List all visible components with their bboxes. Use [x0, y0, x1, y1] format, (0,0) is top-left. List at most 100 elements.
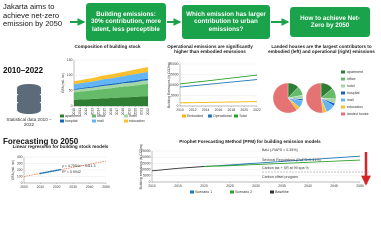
legend-label: education [347, 105, 363, 109]
legend-swatch [230, 190, 234, 194]
x-tick-label: 2035 [278, 184, 286, 188]
legend-swatch [341, 112, 345, 116]
legend-swatch [92, 114, 96, 118]
legend-label: hospital [65, 119, 78, 123]
line [179, 101, 258, 104]
line [151, 166, 205, 172]
data-point [59, 168, 61, 171]
x-tick-label: 2014 [202, 108, 210, 112]
r-squared: R² = 0.9942 [62, 170, 81, 174]
area [74, 78, 148, 90]
legend-label: hotel [347, 84, 355, 88]
step-box: How to achieve Net-Zero by 2050 [290, 7, 370, 37]
y-tick-label: 15000 [141, 161, 151, 165]
area [74, 83, 148, 100]
data-point [47, 170, 50, 173]
x-tick-label: 2013 [90, 108, 94, 115]
goal-text: Jakarta aims to achieve net-zero emissio… [3, 2, 63, 29]
legend-swatch [341, 77, 345, 81]
x-tick-label: 2015 [103, 108, 107, 115]
chart-title: Linear regression for building stock mod… [12, 144, 109, 149]
legend-label: office [97, 114, 106, 118]
chart-title: Landed houses are the largest contributo… [268, 44, 375, 55]
x-tick-label: 2010 [148, 184, 156, 188]
x-tick-label: 2040 [86, 185, 94, 189]
legend-swatch [270, 190, 274, 194]
x-tick-label: 2011 [78, 108, 82, 115]
x-tick-label: 2010 [176, 108, 184, 112]
data-point [52, 170, 55, 172]
x-tick-label: 2014 [97, 108, 101, 115]
legend-label: apartment [347, 70, 363, 74]
data-point [46, 171, 48, 174]
x-tick-label: 2022 [146, 108, 150, 115]
area [74, 71, 148, 89]
legend-swatch [341, 98, 345, 102]
y-tick-label: 400 [17, 155, 23, 159]
data-point [42, 171, 45, 174]
area [74, 67, 148, 85]
x-tick-label: 2020 [134, 108, 138, 115]
x-tick-label: 2040 [304, 184, 312, 188]
y-tick-label: 0 [71, 104, 73, 108]
y-tick-label: 0 [21, 181, 23, 185]
step-box: Which emission has larger contribution t… [182, 5, 270, 39]
legend-label: mall [97, 119, 104, 123]
legend-label: education [129, 119, 145, 123]
y-tick-label: 50 [69, 89, 73, 93]
equation: y = 4.7554x − 9411.3 [62, 164, 96, 168]
legend-label: mall [347, 98, 354, 102]
legend-swatch [208, 114, 212, 118]
x-tick-label: 2020 [200, 184, 208, 188]
area [74, 80, 148, 93]
x-tick-label: 2021 [140, 108, 144, 115]
legend-swatch [341, 105, 345, 109]
x-tick-label: 2018 [121, 108, 125, 115]
x-tick-label: 2020 [53, 185, 61, 189]
legend-swatch [341, 70, 345, 74]
legend-swatch [341, 84, 345, 88]
y-tick-label: 15000 [169, 72, 179, 76]
graphical-abstract: Jakarta aims to achieve net-zero emissio… [3, 2, 375, 194]
y-tick-label: 150 [67, 58, 73, 62]
y-tick-label: 10000 [169, 83, 179, 87]
y-tick-label: 0 [177, 104, 179, 108]
legend-swatch [190, 190, 194, 194]
line [203, 159, 361, 167]
x-tick-label: 2030 [252, 184, 260, 188]
x-tick-label: 2019 [127, 108, 131, 115]
pie-slice [272, 82, 298, 114]
y-axis-label: GFA (mil. m²) [61, 73, 65, 93]
x-tick-label: 2050 [356, 184, 364, 188]
x-tick-label: 2010 [37, 185, 45, 189]
chart-title: Operational emissions are significantly … [167, 44, 253, 55]
x-tick-label: 2022 [253, 108, 261, 112]
data-point [41, 172, 43, 175]
x-tick-label: 2017 [115, 108, 119, 115]
legend-swatch [124, 119, 128, 123]
line [179, 74, 258, 85]
section-title: 2010–2022 [3, 66, 44, 75]
y-axis-label: Building emissions (kt CO2eq) [139, 144, 143, 190]
x-tick-label: 2010 [72, 108, 76, 115]
x-tick-label: 2025 [226, 184, 234, 188]
x-tick-label: 2012 [189, 108, 197, 112]
data-point [50, 170, 53, 173]
legend-swatch [124, 114, 128, 118]
x-tick-label: 2000 [20, 185, 28, 189]
legend-label: Total [239, 114, 247, 118]
x-tick-label: 2050 [102, 185, 110, 189]
annotation: BaU (-RAPS = 0.39%) [262, 148, 298, 152]
legend-swatch [60, 119, 64, 123]
y-tick-label: 20000 [141, 155, 151, 159]
data-point [44, 171, 47, 174]
x-tick-label: 2012 [84, 108, 88, 115]
annotation: Sectoral Regulations (PwPS=0.31%) [262, 158, 321, 162]
pie-slice [305, 82, 324, 114]
x-tick-label: 2045 [330, 184, 338, 188]
chart-title: Composition of building stock [74, 44, 141, 49]
y-tick-label: 20000 [169, 62, 179, 66]
legend-label: Embodied [187, 114, 203, 118]
y-tick-label: 100 [17, 174, 23, 178]
